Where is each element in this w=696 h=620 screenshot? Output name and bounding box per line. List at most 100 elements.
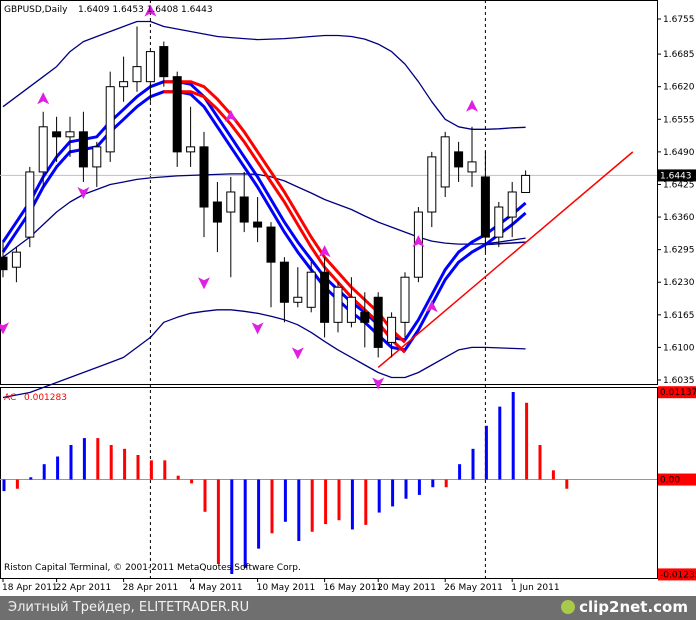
chart-canvas: 1.6755 1.6685 1.6620 1.6555 1.6490 1.6425 1.63… (0, 0, 696, 593)
candle (239, 171, 249, 233)
date-tick-label: 4 May 2011 (190, 583, 243, 593)
candle (226, 176, 236, 278)
ac-axis-label: -0.012355 (660, 570, 696, 580)
ac-panel-border (0, 387, 658, 579)
signal-down-arrow-icon (198, 277, 210, 290)
candle-body (145, 51, 155, 83)
bollinger-middle-line (2, 173, 526, 258)
ac-axis-tag (658, 568, 696, 581)
signal-up-arrow-icon (144, 4, 157, 17)
candle (494, 202, 504, 248)
candle (320, 257, 330, 338)
date-tick-label: 26 May 2011 (444, 583, 503, 593)
main-panel-border (0, 0, 658, 385)
date-tick-label: 16 May 2011 (324, 583, 383, 593)
candle-body (226, 191, 236, 213)
price-tick-label: 1.6685 (663, 50, 695, 60)
ac-axis-tag (658, 473, 696, 486)
ohlc-readout: 1.6409 1.6453 1.6408 1.6443 (78, 5, 213, 15)
candle-body (306, 271, 316, 308)
candle (387, 312, 397, 358)
bollinger-upper-line (2, 20, 526, 130)
candle-body (172, 76, 182, 153)
candle-body (11, 251, 21, 268)
candle (360, 292, 370, 348)
candle-body (119, 81, 129, 88)
clip2net-logo: clip2net.com (561, 598, 688, 616)
clip2net-logo-text: clip2net.com (579, 598, 688, 616)
footer-bar: Элитный Трейдер, ELITETRADER.RU clip2net… (0, 596, 696, 620)
price-tick-label: 1.6620 (663, 83, 695, 93)
signal-down-arrow-icon (291, 347, 304, 360)
candle-body (293, 296, 303, 303)
price-tick-label: 1.6035 (663, 376, 695, 386)
candle-body (467, 161, 477, 173)
signal-up-arrow-icon (37, 92, 50, 105)
signal-up-arrow-icon (412, 235, 425, 248)
candle-body (25, 171, 35, 238)
candle (521, 170, 531, 193)
candle (78, 111, 88, 182)
red-trendline (377, 151, 634, 369)
ac-axis-tag (658, 386, 696, 399)
candle (11, 247, 21, 283)
candle-body (105, 86, 115, 153)
price-tick-label: 1.6555 (663, 115, 695, 125)
price-tick-label: 1.6490 (663, 148, 695, 158)
candle (467, 126, 477, 187)
candle-body (521, 174, 531, 193)
candle (186, 106, 196, 167)
candle-body (494, 206, 504, 238)
price-tick-label: 1.6425 (663, 180, 695, 190)
candle (427, 151, 437, 228)
signal-down-arrow-icon (372, 377, 385, 390)
current-price-tag (658, 169, 696, 182)
candle (25, 166, 35, 248)
price-tick-label: 1.6755 (663, 15, 695, 25)
ac-indicator-name: AC (4, 393, 16, 403)
candle (480, 151, 490, 253)
candle (119, 56, 129, 102)
candle (52, 116, 62, 162)
candle (454, 141, 464, 182)
candle (145, 51, 155, 102)
candle-body (373, 296, 383, 348)
candle-body (212, 201, 222, 223)
ac-axis-label: 0.011373 (660, 388, 696, 398)
candle-body (346, 296, 356, 323)
candle (132, 26, 142, 92)
candle-body (239, 196, 249, 223)
date-tick-label: 28 Apr 2011 (123, 583, 179, 593)
candle-body (199, 146, 209, 208)
ac-axis-label: 0.00 (660, 476, 680, 486)
candle-body (320, 271, 330, 323)
price-tick-label: 1.6360 (663, 213, 695, 223)
date-tick-label: 1 Jun 2011 (511, 583, 559, 593)
candle (373, 292, 383, 358)
candle-body (279, 261, 289, 303)
candle (253, 196, 263, 243)
price-tick-label: 1.6230 (663, 278, 695, 288)
current-price-label: 1.6443 (660, 171, 692, 181)
candle-body (38, 126, 48, 173)
date-tick-label: 20 May 2011 (377, 583, 436, 593)
candle (293, 267, 303, 308)
candle (105, 71, 115, 162)
candle (440, 131, 450, 197)
signal-up-arrow-icon (425, 300, 438, 313)
candle (279, 257, 289, 323)
blue-ma-upper (1, 80, 527, 342)
candle (507, 181, 517, 238)
signal-up-arrow-icon (466, 99, 478, 112)
candle-body (480, 176, 490, 238)
candle-body (132, 66, 142, 83)
candle-body (0, 256, 8, 271)
candle (266, 222, 276, 308)
candle-body (78, 131, 88, 168)
candle (38, 111, 48, 187)
candle (199, 131, 209, 238)
copyright-text: Riston Capital Terminal, © 2001-2011 Met… (4, 563, 301, 573)
candle-body (507, 191, 517, 218)
signal-down-arrow-icon (251, 322, 264, 335)
